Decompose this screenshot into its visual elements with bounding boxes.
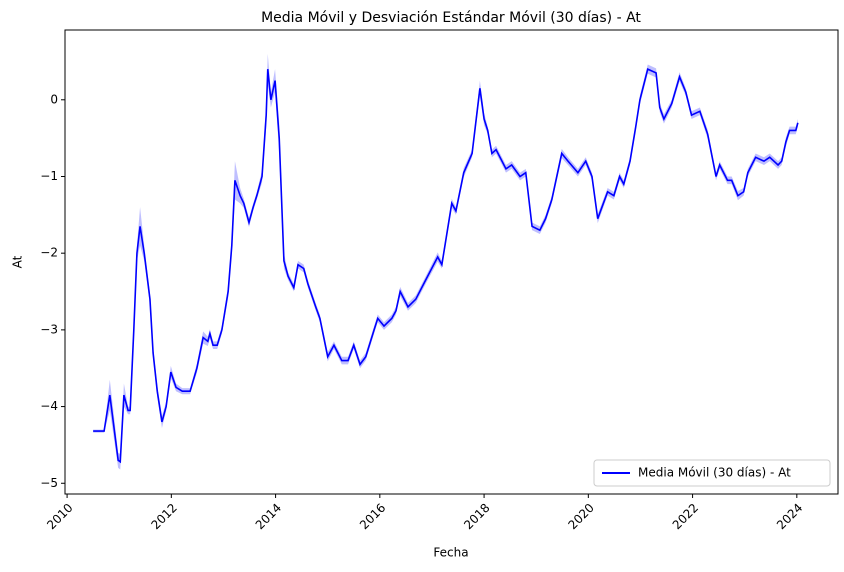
y-tick-label: −1 xyxy=(40,169,58,183)
line xyxy=(93,67,799,464)
y-tick-label: −5 xyxy=(40,476,58,490)
x-axis-label: Fecha xyxy=(433,546,468,560)
x-tick-label: 2020 xyxy=(565,501,596,532)
plot-frame xyxy=(64,29,839,495)
y-tick-label: −4 xyxy=(40,399,58,413)
y-tick-label: 0 xyxy=(50,92,58,106)
x-tick-label: 2022 xyxy=(670,501,701,532)
legend-box xyxy=(593,459,831,487)
x-tick-label: 2018 xyxy=(461,501,492,532)
chart-title: Media Móvil y Desviación Estándar Móvil … xyxy=(261,10,641,26)
x-tick-label: 2010 xyxy=(44,501,75,532)
y-tick-label: −3 xyxy=(40,322,58,336)
std-band xyxy=(93,53,798,470)
x-tick-label: 2012 xyxy=(148,501,179,532)
y-axis-label: At xyxy=(11,255,25,268)
legend: Media Móvil (30 días) - At xyxy=(593,459,831,487)
x-tick-label: 2024 xyxy=(774,501,805,532)
y-tick-label: −2 xyxy=(40,246,58,260)
legend-label: Media Móvil (30 días) - At xyxy=(638,466,791,480)
x-tick-label: 2014 xyxy=(253,501,284,532)
x-tick-label: 2016 xyxy=(357,501,388,532)
